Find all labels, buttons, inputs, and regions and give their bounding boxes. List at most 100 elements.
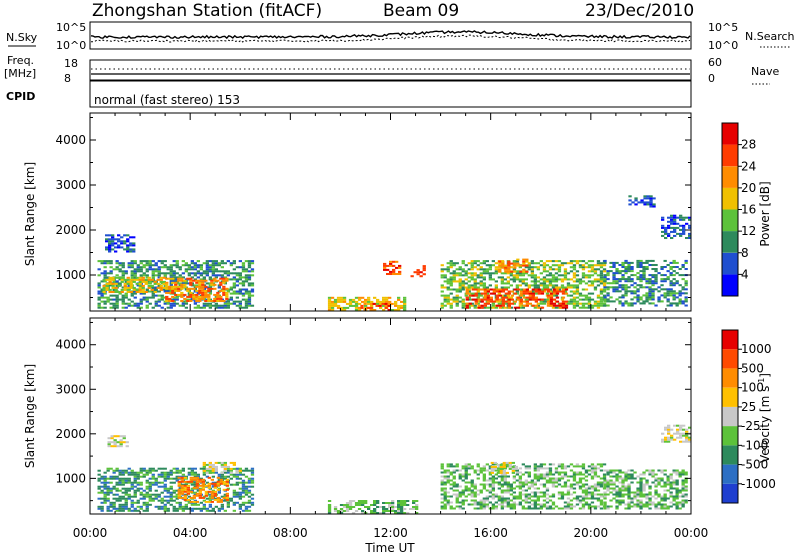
data-cell bbox=[165, 300, 169, 303]
data-cell bbox=[551, 507, 556, 510]
data-cell bbox=[446, 491, 450, 494]
data-cell bbox=[682, 232, 686, 235]
data-cell bbox=[100, 491, 104, 494]
data-cell bbox=[207, 295, 211, 298]
data-cell bbox=[455, 469, 459, 472]
data-cell bbox=[229, 469, 233, 472]
data-cell bbox=[465, 292, 469, 295]
data-cell bbox=[157, 266, 161, 269]
data-cell bbox=[193, 272, 197, 275]
data-cell bbox=[612, 264, 616, 267]
data-cell bbox=[244, 505, 249, 508]
data-cell bbox=[500, 485, 504, 488]
data-cell bbox=[220, 270, 224, 273]
data-cell bbox=[373, 296, 377, 299]
data-cell bbox=[118, 509, 122, 512]
data-cell bbox=[563, 465, 568, 468]
data-cell bbox=[199, 272, 203, 275]
data-cell bbox=[603, 304, 607, 307]
data-cell bbox=[527, 501, 531, 504]
data-cell bbox=[672, 292, 676, 295]
data-cell bbox=[682, 224, 686, 227]
data-cell bbox=[575, 296, 580, 299]
data-cell bbox=[551, 473, 556, 476]
data-cell bbox=[669, 288, 673, 291]
data-cell bbox=[385, 298, 389, 301]
data-cell bbox=[476, 276, 480, 279]
data-cell bbox=[214, 304, 218, 307]
data-cell bbox=[584, 288, 589, 291]
data-cell bbox=[563, 278, 568, 281]
data-cell bbox=[470, 489, 474, 492]
data-cell bbox=[207, 500, 211, 503]
data-cell bbox=[557, 493, 562, 496]
data-cell bbox=[575, 278, 580, 281]
data-cell bbox=[506, 296, 510, 299]
data-cell bbox=[533, 503, 537, 506]
data-cell bbox=[627, 302, 631, 305]
data-cell bbox=[199, 268, 203, 271]
data-cell bbox=[501, 296, 505, 299]
data-cell bbox=[165, 291, 169, 294]
data-cell bbox=[578, 264, 583, 267]
data-cell bbox=[587, 306, 592, 309]
data-cell bbox=[455, 497, 459, 500]
data-cell bbox=[536, 497, 540, 500]
data-cell bbox=[452, 485, 456, 488]
data-cell bbox=[142, 296, 146, 299]
data-cell bbox=[145, 501, 149, 504]
data-cell bbox=[105, 234, 109, 237]
data-cell bbox=[482, 499, 486, 502]
data-cell bbox=[675, 292, 679, 295]
data-cell bbox=[560, 497, 565, 500]
data-cell bbox=[145, 487, 149, 490]
data-cell bbox=[627, 268, 631, 271]
data-cell bbox=[327, 512, 332, 514]
data-cell bbox=[216, 300, 220, 303]
data-cell bbox=[115, 467, 119, 470]
data-cell bbox=[602, 302, 607, 305]
data-cell bbox=[630, 298, 634, 301]
data-cell bbox=[504, 292, 508, 295]
data-cell bbox=[599, 290, 604, 293]
data-cell bbox=[527, 485, 531, 488]
data-cell bbox=[599, 264, 604, 267]
data-cell bbox=[151, 493, 155, 496]
data-cell bbox=[247, 276, 252, 279]
data-cell bbox=[569, 469, 574, 472]
data-cell bbox=[416, 273, 420, 276]
data-cell bbox=[160, 471, 164, 474]
data-cell bbox=[681, 302, 685, 305]
data-cell bbox=[539, 284, 543, 287]
data-cell bbox=[357, 504, 362, 506]
data-cell bbox=[533, 467, 537, 470]
data-cell bbox=[148, 469, 152, 472]
data-cell bbox=[446, 294, 450, 297]
data-cell bbox=[145, 503, 149, 506]
data-cell bbox=[578, 298, 583, 301]
data-cell bbox=[204, 484, 208, 487]
data-cell bbox=[373, 510, 377, 512]
data-cell bbox=[681, 479, 685, 482]
data-cell bbox=[394, 304, 398, 307]
data-cell bbox=[621, 274, 625, 277]
data-cell bbox=[177, 287, 181, 290]
data-cell bbox=[504, 288, 508, 291]
data-cell bbox=[642, 276, 646, 279]
data-cell bbox=[127, 302, 131, 305]
data-cell bbox=[172, 270, 176, 273]
data-cell bbox=[223, 304, 227, 307]
data-cell bbox=[385, 508, 389, 510]
data-cell bbox=[642, 261, 646, 264]
data-cell bbox=[545, 280, 550, 283]
data-cell bbox=[602, 282, 607, 285]
data-cell bbox=[590, 505, 595, 508]
data-cell bbox=[587, 491, 592, 494]
data-cell bbox=[148, 268, 152, 271]
data-cell bbox=[211, 266, 215, 269]
data-cell bbox=[603, 280, 607, 283]
data-cell bbox=[572, 473, 577, 476]
data-cell bbox=[513, 264, 517, 267]
data-cell bbox=[639, 485, 643, 488]
data-cell bbox=[536, 302, 540, 305]
